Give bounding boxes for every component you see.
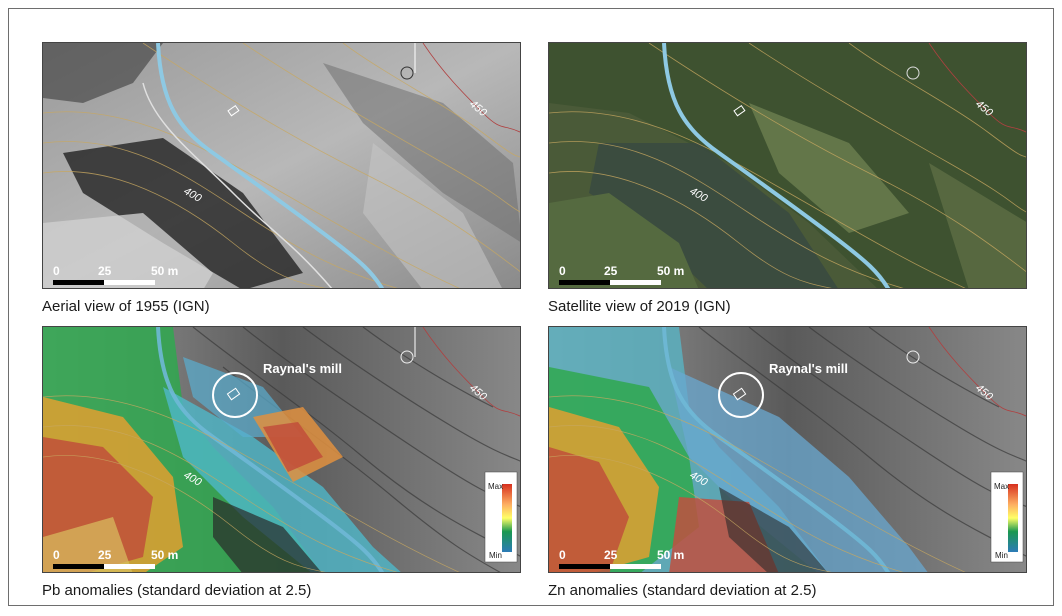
scale-label-0: 0: [559, 264, 566, 278]
satellite-view-2019-panel: 450 400 0 25 50 m: [548, 42, 1027, 289]
mill-highlight-circle: [212, 372, 258, 418]
raynals-mill-label: Raynal's mill: [769, 361, 848, 376]
zn-anomalies-panel: Raynal's mill 450 400 Max Min 0 25 50 m: [548, 326, 1027, 573]
satellite-view-caption: Satellite view of 2019 (IGN): [548, 298, 731, 315]
aerial-view-1955-panel: 450 400 0 25 50 m: [42, 42, 521, 289]
legend-min: Min: [489, 551, 502, 560]
legend-max: Max: [994, 482, 1009, 491]
scale-label-0: 0: [53, 548, 60, 562]
aerial-1955-map: 450 400 0 25 50 m: [43, 43, 520, 288]
color-legend: Max Min: [484, 471, 518, 563]
pb-anomalies-caption: Pb anomalies (standard deviation at 2.5): [42, 582, 312, 599]
scale-label-25: 25: [98, 548, 112, 562]
scale-label-50m: 50 m: [657, 548, 684, 562]
scale-bar: 0 25 50 m: [559, 264, 684, 285]
pb-anomalies-map: Raynal's mill 450 400 Max Min 0 25 50 m: [43, 327, 520, 572]
legend-max: Max: [488, 482, 503, 491]
scale-label-25: 25: [604, 264, 618, 278]
scale-label-25: 25: [98, 264, 112, 278]
figure-frame: [8, 8, 1054, 606]
legend-min: Min: [995, 551, 1008, 560]
zn-anomalies-caption: Zn anomalies (standard deviation at 2.5): [548, 582, 817, 599]
zn-anomalies-map: Raynal's mill 450 400 Max Min 0 25 50 m: [549, 327, 1026, 572]
raynals-mill-label: Raynal's mill: [263, 361, 342, 376]
scale-label-50m: 50 m: [151, 264, 178, 278]
scale-bar: 0 25 50 m: [53, 264, 178, 285]
color-legend: Max Min: [990, 471, 1024, 563]
scale-label-50m: 50 m: [151, 548, 178, 562]
satellite-2019-map: 450 400 0 25 50 m: [549, 43, 1026, 288]
scale-label-25: 25: [604, 548, 618, 562]
pb-anomalies-panel: Raynal's mill 450 400 Max Min 0 25 50 m: [42, 326, 521, 573]
scale-bar: 0 25 50 m: [559, 548, 684, 569]
mill-highlight-circle: [718, 372, 764, 418]
scale-label-50m: 50 m: [657, 264, 684, 278]
aerial-view-caption: Aerial view of 1955 (IGN): [42, 298, 210, 315]
scale-label-0: 0: [53, 264, 60, 278]
scale-bar: 0 25 50 m: [53, 548, 178, 569]
scale-label-0: 0: [559, 548, 566, 562]
